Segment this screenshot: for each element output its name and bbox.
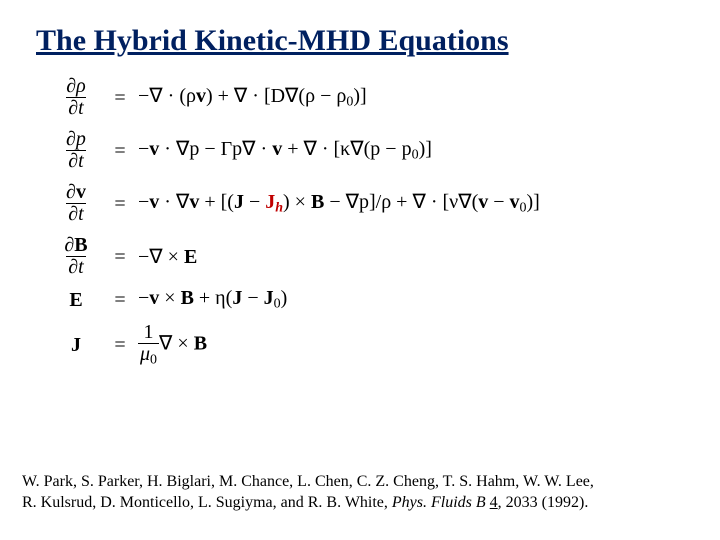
rhs-ohm: −v × B + η(J − J0)	[138, 288, 684, 312]
equals-sign: =	[102, 247, 138, 267]
num: ∂ρ	[64, 76, 87, 97]
rhs-pressure: −v · ∇p − Γp∇ · v + ∇ · [κ∇(p − p0)]	[138, 139, 684, 163]
slide-root: The Hybrid Kinetic-MHD Equations ∂ρ ∂t =…	[0, 0, 720, 540]
lhs-dv-dt: ∂v ∂t	[50, 182, 102, 225]
num: ∂B	[62, 235, 89, 256]
equation-pressure: ∂p ∂t = −v · ∇p − Γp∇ · v + ∇ · [κ∇(p − …	[50, 129, 684, 172]
den: ∂t	[66, 203, 85, 225]
den: ∂t	[66, 150, 85, 172]
rhs-continuity: −∇ · (ρv) + ∇ · [D∇(ρ − ρ0)]	[138, 86, 684, 110]
rhs-ampere: 1 μ0 ∇ × B	[138, 322, 684, 368]
lhs-E: E	[50, 290, 102, 310]
one-over-mu0: 1 μ0	[138, 322, 159, 368]
equation-momentum: ∂v ∂t = −v · ∇v + [(J − Jh) × B − ∇p]/ρ …	[50, 182, 684, 225]
slide-title: The Hybrid Kinetic-MHD Equations	[36, 24, 684, 58]
citation-line2b: , 2033 (1992).	[498, 494, 589, 511]
den: ∂t	[66, 256, 85, 278]
equals-sign: =	[102, 290, 138, 310]
citation-line1: W. Park, S. Parker, H. Biglari, M. Chanc…	[22, 473, 594, 490]
num: ∂p	[64, 129, 88, 150]
lhs-dB-dt: ∂B ∂t	[50, 235, 102, 278]
equals-sign: =	[102, 335, 138, 355]
equation-block: ∂ρ ∂t = −∇ · (ρv) + ∇ · [D∇(ρ − ρ0)] ∂p …	[36, 76, 684, 368]
lhs-dp-dt: ∂p ∂t	[50, 129, 102, 172]
equation-continuity: ∂ρ ∂t = −∇ · (ρv) + ∇ · [D∇(ρ − ρ0)]	[50, 76, 684, 119]
equals-sign: =	[102, 141, 138, 161]
lhs-J: J	[50, 335, 102, 355]
den: ∂t	[66, 97, 85, 119]
citation-line2a: R. Kulsrud, D. Monticello, L. Sugiyma, a…	[22, 494, 392, 511]
rhs-faraday: −∇ × E	[138, 247, 684, 267]
equation-ampere: J = 1 μ0 ∇ × B	[50, 322, 684, 368]
citation: W. Park, S. Parker, H. Biglari, M. Chanc…	[22, 471, 698, 514]
equation-ohm: E = −v × B + η(J − J0)	[50, 288, 684, 312]
equals-sign: =	[102, 88, 138, 108]
equals-sign: =	[102, 194, 138, 214]
citation-journal: Phys. Fluids B	[392, 494, 486, 511]
rhs-momentum: −v · ∇v + [(J − Jh) × B − ∇p]/ρ + ∇ · [ν…	[138, 192, 684, 216]
num: ∂v	[64, 182, 88, 203]
citation-volume: 4	[490, 494, 498, 511]
hot-current-term: Jh	[265, 191, 283, 213]
lhs-drho-dt: ∂ρ ∂t	[50, 76, 102, 119]
equation-faraday: ∂B ∂t = −∇ × E	[50, 235, 684, 278]
